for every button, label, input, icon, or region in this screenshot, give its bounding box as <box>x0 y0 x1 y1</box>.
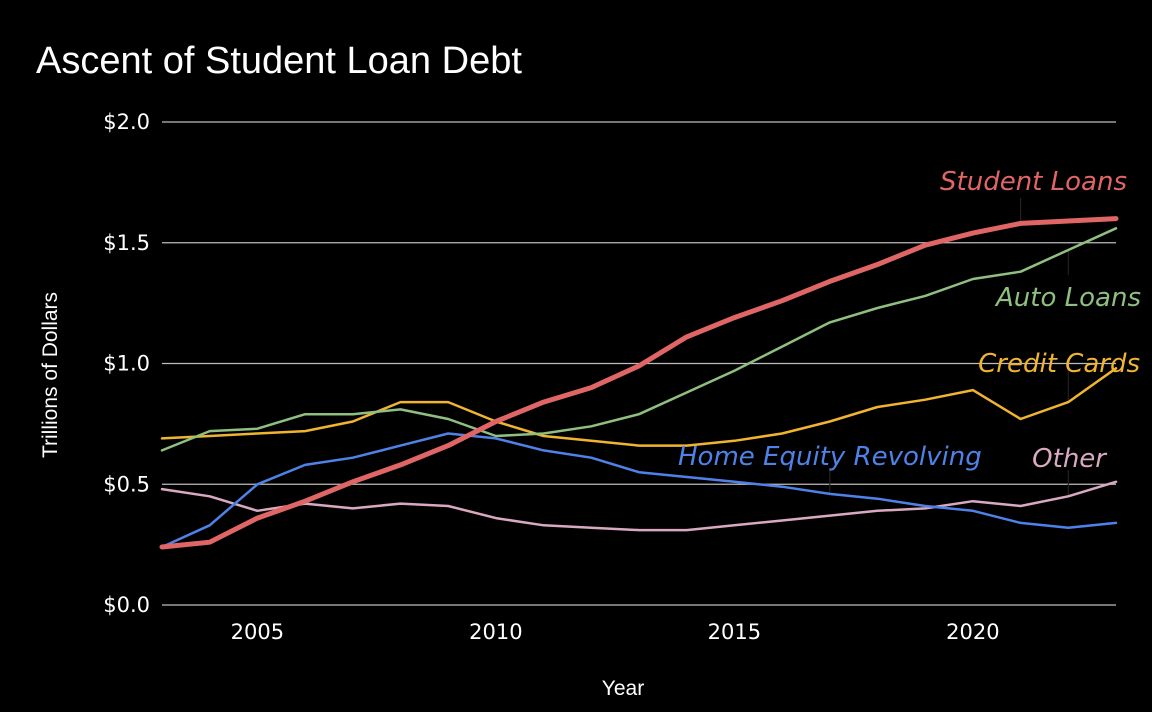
y-tick-label: $2.0 <box>103 110 150 134</box>
series-label-home-equity-revolving: Home Equity Revolving <box>678 442 982 472</box>
y-tick-label: $1.5 <box>103 231 150 255</box>
series-line-credit-cards <box>160 367 1118 447</box>
series-line-auto-loans <box>160 227 1118 452</box>
y-axis-ticks: $0.0 $0.5 $1.0 $1.5 $2.0 <box>103 110 150 617</box>
y-tick-label: $0.5 <box>103 472 150 496</box>
x-tick-label: 2015 <box>708 620 761 644</box>
x-axis-title: Year <box>602 677 644 700</box>
y-tick-label: $1.0 <box>103 352 150 376</box>
series-label-credit-cards: Credit Cards <box>978 349 1140 379</box>
series-line-home-equity-revolving <box>160 432 1118 549</box>
series-label-auto-loans: Auto Loans <box>994 283 1141 313</box>
label-leaders <box>829 198 1069 497</box>
series-label-student-loans: Student Loans <box>940 167 1127 197</box>
x-tick-label: 2010 <box>469 620 522 644</box>
series-line-other <box>160 480 1118 532</box>
series-line-student-loans <box>159 216 1119 550</box>
y-axis-title: Trillions of Dollars <box>39 292 62 458</box>
series-labels: Student Loans Auto Loans Credit Cards Home … <box>678 167 1141 474</box>
y-tick-label: $0.0 <box>103 593 150 617</box>
series-label-other: Other <box>1032 444 1108 474</box>
chart-title: Ascent of Student Loan Debt <box>36 40 522 82</box>
series-lines <box>159 216 1119 550</box>
x-axis-ticks: 2005 2010 2015 2020 <box>231 620 1000 644</box>
x-tick-label: 2005 <box>231 620 284 644</box>
x-tick-label: 2020 <box>946 620 999 644</box>
